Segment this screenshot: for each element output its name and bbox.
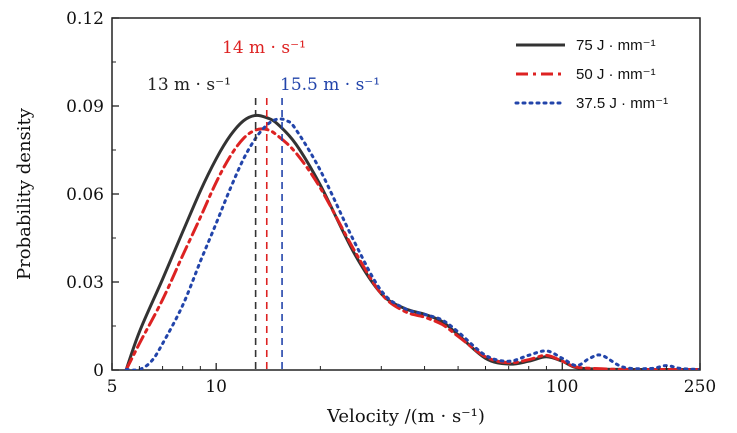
legend-label-37-5: 37.5 J · mm⁻¹ xyxy=(576,95,668,112)
y-tick-label: 0.06 xyxy=(66,185,104,205)
series-layer xyxy=(124,113,700,370)
series-line-2 xyxy=(124,117,700,370)
axis-ticks: 5 10 100 250 0 0.03 0.06 0.09 0.12 xyxy=(66,9,716,397)
x-tick-label: 10 xyxy=(205,377,227,397)
annotation-14: 14 m · s⁻¹ xyxy=(222,38,306,58)
y-axis-title: Probability density xyxy=(14,107,35,280)
y-tick-label: 0 xyxy=(93,361,104,381)
reference-lines xyxy=(254,98,283,370)
y-tick-label: 0.03 xyxy=(66,273,104,293)
series-line-0 xyxy=(124,113,700,370)
annotation-13: 13 m · s⁻¹ xyxy=(147,75,231,95)
legend-label-50: 50 J · mm⁻¹ xyxy=(576,66,656,83)
legend: 75 J · mm⁻¹ 50 J · mm⁻¹ 37.5 J · mm⁻¹ xyxy=(514,37,668,112)
series-line-1 xyxy=(124,127,700,370)
legend-label-75: 75 J · mm⁻¹ xyxy=(576,37,656,54)
x-tick-label: 100 xyxy=(546,377,578,397)
y-tick-label: 0.12 xyxy=(66,9,104,29)
y-tick-label: 0.09 xyxy=(66,97,104,117)
x-tick-label: 5 xyxy=(107,377,118,397)
x-axis-title: Velocity /(m · s⁻¹) xyxy=(326,406,485,427)
annotation-15-5: 15.5 m · s⁻¹ xyxy=(280,75,380,95)
x-tick-label: 250 xyxy=(684,377,716,397)
